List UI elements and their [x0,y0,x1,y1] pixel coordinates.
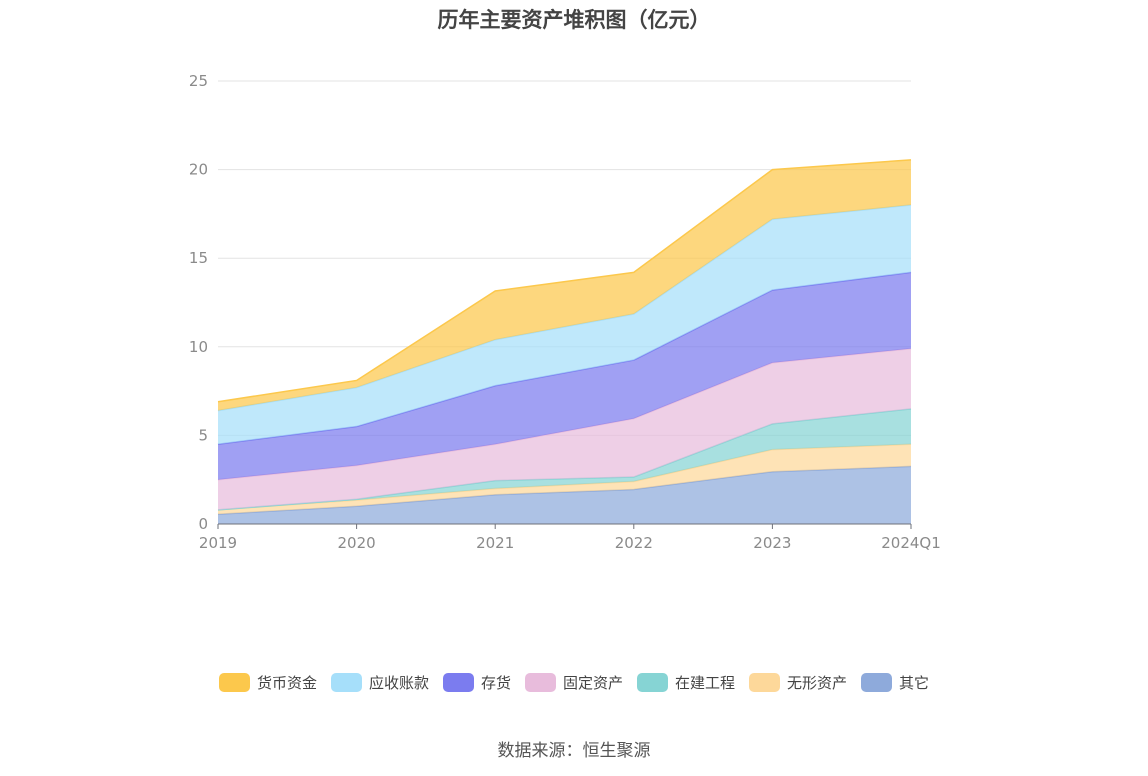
area-series-2[interactable] [218,408,911,510]
legend: 货币资金 应收账款 存货 固定资产 在建工程 无形资产 其它 [0,672,1148,693]
y-tick-label: 5 [198,426,208,444]
y-axis-ticks: 0 5 10 15 20 25 [189,72,208,533]
area-series-5[interactable] [218,205,911,445]
legend-label: 应收账款 [368,674,429,692]
legend-swatch [524,673,556,692]
legend-swatch [442,673,474,692]
area-series-3[interactable] [218,348,911,510]
chart-title: 历年主要资产堆积图（亿元） [437,8,711,32]
legend-item[interactable]: 货币资金 [218,672,317,693]
y-tick-label: 20 [189,161,208,179]
legend-swatch [637,673,668,692]
legend-swatch [749,673,781,692]
legend-label: 货币资金 [256,674,317,692]
y-tick-label: 15 [189,249,208,267]
x-tick-label: 2020 [338,534,376,552]
legend-swatch [330,673,362,692]
y-tick-label: 25 [189,72,208,90]
area-series-1[interactable] [218,444,911,515]
area-series-0[interactable] [218,466,911,524]
legend-item[interactable]: 固定资产 [524,672,623,693]
x-tick-label: 2019 [199,534,237,552]
x-axis-ticks: 2019 2020 2021 2022 2023 2024Q1 [199,534,941,552]
legend-item[interactable]: 应收账款 [330,672,429,693]
legend-item[interactable]: 无形资产 [749,672,847,693]
area-series-group [217,159,912,524]
legend-label: 无形资产 [787,674,848,692]
area-series-6[interactable] [218,159,911,411]
legend-label: 存货 [480,674,511,692]
legend-item[interactable]: 其它 [861,672,929,693]
legend-label: 其它 [899,674,930,692]
y-tick-label: 10 [189,338,208,356]
legend-item[interactable]: 存货 [442,672,511,693]
x-tick-label: 2021 [476,534,514,552]
source-note: 数据来源：恒生聚源 [497,741,651,761]
chart-plot: 0 5 10 15 20 25 2019 2020 2021 2022 2023 2024Q1 [189,72,941,552]
legend-label: 固定资产 [562,674,623,692]
legend-item[interactable]: 在建工程 [637,672,735,693]
x-tick-label: 2024Q1 [881,534,941,552]
x-tick-label: 2023 [753,534,791,552]
area-series-4[interactable] [218,272,911,480]
legend-label: 在建工程 [675,674,736,692]
y-tick-label: 0 [198,515,208,533]
area-series-edge-6 [217,159,912,403]
x-tick-label: 2022 [615,534,653,552]
x-axis [217,523,912,529]
legend-swatch [218,673,250,692]
legend-swatch [861,673,893,692]
